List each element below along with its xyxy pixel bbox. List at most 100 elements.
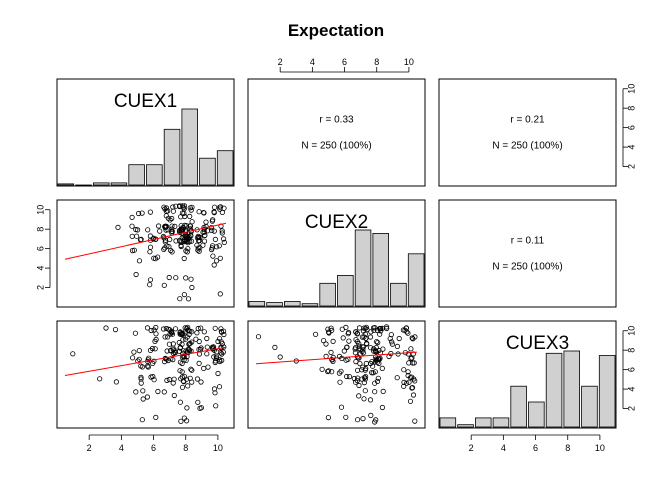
correlation-n-text: N = 250 (100%) bbox=[492, 262, 562, 273]
scatter-point bbox=[147, 244, 154, 250]
scatter-point bbox=[136, 210, 142, 217]
panel-border bbox=[438, 199, 617, 308]
scatter-point bbox=[337, 379, 343, 385]
scatter-point bbox=[211, 209, 217, 215]
histogram-bar-cuex3 bbox=[581, 385, 598, 428]
scatter-point bbox=[367, 345, 374, 351]
scatter-point bbox=[330, 338, 336, 344]
histogram-bar-cuex2 bbox=[301, 303, 319, 307]
scatter-point bbox=[188, 366, 194, 372]
scatter-point bbox=[131, 349, 137, 355]
scatter-point bbox=[161, 246, 167, 252]
scatter-point bbox=[179, 330, 185, 336]
right-axis-tick-label: 6 bbox=[626, 125, 636, 130]
top-axis-tick-label: 4 bbox=[310, 57, 315, 67]
left-axis-tick-label: 10 bbox=[35, 205, 45, 215]
scatter-point bbox=[173, 275, 179, 281]
scatter-point bbox=[162, 334, 168, 340]
scatter-point bbox=[177, 399, 183, 405]
histogram-bar-cuex1 bbox=[146, 164, 163, 186]
scatter-point bbox=[363, 340, 370, 346]
scatter-point bbox=[379, 365, 385, 371]
scatter-point bbox=[135, 227, 141, 233]
scatter-point bbox=[221, 239, 227, 245]
histogram-bar-cuex2 bbox=[266, 302, 283, 307]
histogram-bar-cuex1 bbox=[93, 182, 110, 186]
scatter-point bbox=[133, 271, 139, 278]
scatter-point bbox=[165, 326, 172, 332]
scatter-point bbox=[338, 404, 345, 410]
scatter-point bbox=[218, 204, 224, 210]
scatter-point bbox=[138, 363, 144, 369]
scatter-point bbox=[182, 237, 188, 243]
scatter-point bbox=[406, 379, 412, 385]
scatter-point bbox=[169, 215, 175, 222]
histogram-bar-cuex1 bbox=[110, 182, 128, 186]
bottom-axis-tick-label: 6 bbox=[533, 443, 538, 453]
scatter-point bbox=[410, 392, 417, 398]
scatter-point bbox=[212, 236, 218, 242]
scatter-point bbox=[356, 325, 363, 331]
scatter-point bbox=[166, 274, 172, 281]
scatter-point bbox=[371, 348, 377, 354]
bottom-axis-tick-label: 8 bbox=[565, 443, 570, 453]
scatter-point bbox=[354, 367, 361, 373]
scatter-point bbox=[170, 350, 176, 357]
scatter-point bbox=[195, 245, 201, 251]
scatter-point bbox=[138, 374, 144, 380]
scatter-point bbox=[394, 375, 400, 381]
scatter-point bbox=[213, 355, 220, 361]
panel-border bbox=[438, 320, 617, 429]
left-axis-tick-label: 4 bbox=[35, 266, 45, 271]
scatter-point bbox=[176, 339, 182, 346]
scatter-point bbox=[152, 346, 158, 352]
scatter-point bbox=[179, 226, 185, 232]
scatter-point bbox=[345, 329, 352, 336]
left-axis-tick-label: 8 bbox=[35, 227, 45, 232]
scatter-point bbox=[198, 379, 204, 385]
scatter-point bbox=[346, 373, 353, 380]
scatter-point bbox=[408, 346, 414, 352]
scatter-point bbox=[183, 275, 189, 281]
scatter-point bbox=[410, 351, 416, 357]
scatter-point bbox=[255, 334, 262, 340]
scatter-point bbox=[180, 348, 187, 354]
scatter-point bbox=[187, 213, 193, 219]
scatter-point bbox=[134, 233, 140, 239]
scatter-point bbox=[367, 334, 374, 340]
scatter-point bbox=[340, 335, 346, 341]
scatter-point bbox=[328, 349, 334, 355]
scatter-point bbox=[346, 338, 352, 344]
variable-label-cuex2: CUEX2 bbox=[305, 212, 368, 233]
scatter-point bbox=[360, 344, 366, 350]
scatter-point bbox=[357, 360, 363, 367]
scatter-point bbox=[163, 227, 169, 233]
scatter-point bbox=[166, 244, 172, 250]
scatter-point bbox=[162, 224, 168, 230]
histogram-bar-cuex1 bbox=[216, 150, 234, 186]
scatter-point bbox=[204, 351, 210, 357]
scatter-point bbox=[362, 376, 368, 382]
scatter-point bbox=[200, 242, 206, 248]
scatter-point bbox=[194, 242, 200, 248]
bottom-axis-tick-label: 4 bbox=[501, 443, 506, 453]
panels-layer: CUEX1 CUEX2 CUEX3 r = 0.33 N = 250 (100%) r =… bbox=[35, 57, 636, 453]
scatter-point bbox=[371, 327, 377, 333]
variable-label-cuex3: CUEX3 bbox=[506, 333, 569, 354]
scatter-point bbox=[189, 284, 195, 291]
scatter-point bbox=[184, 249, 190, 255]
bottom-axis-tick-label: 6 bbox=[151, 443, 156, 453]
scatter-point bbox=[144, 394, 150, 400]
scatter-point bbox=[169, 249, 175, 255]
scatter-point bbox=[161, 204, 167, 210]
scatter-point bbox=[196, 248, 202, 254]
scatter-point bbox=[211, 386, 218, 392]
scatter-point bbox=[373, 417, 379, 423]
scatter-point bbox=[147, 277, 154, 283]
scatter-point bbox=[400, 327, 406, 333]
scatter-point bbox=[170, 380, 176, 386]
scatter-point bbox=[380, 346, 386, 352]
scatter-point bbox=[178, 418, 184, 424]
scatter-point bbox=[388, 331, 394, 338]
scatter-point bbox=[361, 396, 367, 402]
